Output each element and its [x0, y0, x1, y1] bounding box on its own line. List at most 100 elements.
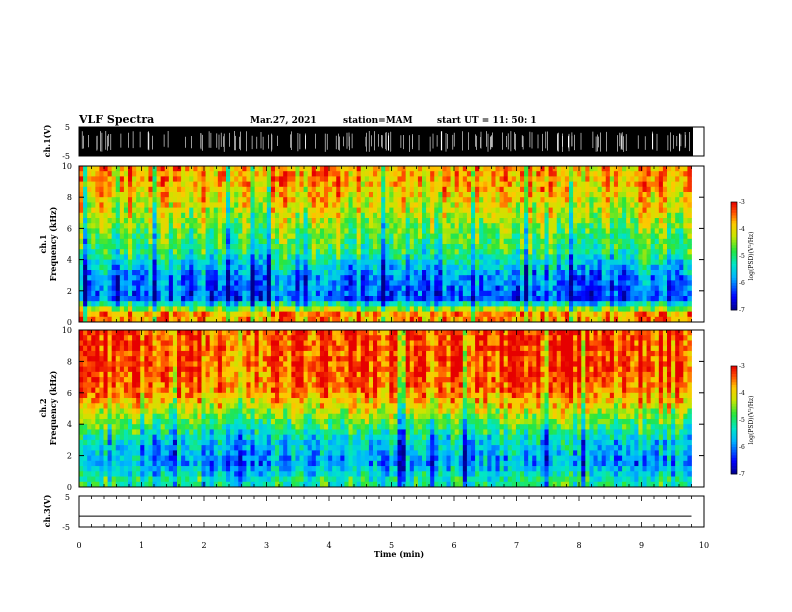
ch1-spectrogram-cell	[107, 301, 113, 307]
ch1-spectrogram-cell	[581, 192, 586, 198]
ch1-spectrogram-cell	[548, 285, 554, 292]
ch1-spectrogram-cell	[503, 171, 509, 177]
ch1-spectrogram-cell	[687, 280, 692, 286]
ch1-spectrogram-cell	[99, 301, 104, 307]
ch1-spectrogram-cell	[319, 280, 325, 286]
ch1-spectrogram-cell	[254, 212, 260, 219]
ch1-spectrogram-cell	[348, 270, 353, 276]
ch1-spectrogram-cell	[683, 316, 688, 323]
ch1-spectrogram-cell	[368, 171, 374, 177]
ch1-spectrogram-cell	[336, 238, 341, 245]
ch1-spectrogram-cell	[417, 301, 423, 307]
ch1-spectrogram-cell	[430, 218, 435, 224]
ch1-spectrogram-cell	[601, 311, 607, 318]
ch1-spectrogram-cell	[340, 296, 345, 302]
ch1-spectrogram-cell	[287, 181, 292, 188]
ch1-spectrogram-cell	[324, 306, 329, 312]
ch1-spectrogram-cell	[115, 270, 121, 276]
ch1-spectrogram-cell	[422, 238, 427, 245]
ch2-spectrogram-cell	[524, 330, 529, 336]
ch1-spectrogram-cell	[356, 218, 362, 224]
ch1-spectrogram-cell	[160, 264, 166, 271]
ch2-spectrogram-cell	[324, 335, 329, 341]
ch1-spectrogram-cell	[319, 311, 325, 318]
ch1-spectrogram-cell	[221, 181, 227, 188]
ch2-spectrogram-cell	[528, 335, 533, 341]
ch1-spectrogram-cell	[368, 192, 374, 198]
ch1-spectrogram-cell	[524, 166, 529, 172]
ch1-spectrogram-cell	[597, 218, 603, 224]
ch1-spectrogram-cell	[299, 233, 304, 240]
ch1-spectrogram-cell	[638, 264, 643, 271]
ch1-spectrogram-cell	[536, 249, 541, 255]
ch1-spectrogram-cell	[638, 249, 643, 255]
ch1-spectrogram-cell	[589, 176, 594, 182]
ch1-spectrogram-cell	[123, 238, 129, 245]
ch1-spectrogram-cell	[658, 166, 664, 172]
ch1-spectrogram-cell	[662, 290, 668, 297]
ch1-spectrogram-cell	[552, 311, 558, 318]
ch1-spectrogram-cell	[352, 192, 358, 198]
ch1-spectrogram-cell	[324, 264, 329, 271]
ch1-spectrogram-cell	[430, 228, 435, 234]
ch1-spectrogram-cell	[605, 202, 611, 208]
ch1-spectrogram-cell	[634, 186, 639, 193]
ch1-spectrogram-cell	[103, 233, 108, 240]
ch1-spectrogram-cell	[348, 316, 353, 323]
ch1-spectrogram-cell	[609, 176, 615, 182]
ch1-spectrogram-cell	[405, 264, 411, 271]
ch1-spectrogram-cell	[193, 233, 198, 240]
ch1-spectrogram-cell	[556, 166, 562, 172]
ch1-spectrogram-cell	[552, 233, 558, 240]
ch1-spectrogram-cell	[254, 254, 260, 260]
ch1-spectrogram-cell	[487, 254, 492, 260]
ch1-spectrogram-cell	[393, 223, 398, 229]
ch1-spectrogram-cell	[466, 171, 472, 177]
ch1-spectrogram-cell	[593, 223, 598, 229]
ch1-spectrogram-cell	[548, 280, 554, 286]
ch1-spectrogram-cell	[128, 259, 133, 266]
ch1-spectrogram-cell	[475, 186, 480, 193]
ch1-spectrogram-cell	[213, 280, 219, 286]
ch1-spectrogram-cell	[279, 238, 284, 245]
ch1-spectrogram-cell	[417, 306, 423, 312]
ch1-spectrogram-cell	[307, 275, 313, 281]
ch1-spectrogram-cell	[381, 212, 386, 219]
ch1-spectrogram-cell	[658, 249, 664, 255]
ch1-spectrogram-cell	[99, 254, 104, 260]
ch1-spectrogram-cell	[556, 233, 562, 240]
ch1-spectrogram-cell	[119, 176, 125, 182]
ch1-spectrogram-cell	[311, 244, 317, 250]
ch2-spectrogram-cell	[511, 330, 517, 336]
ch1-spectrogram-cell	[540, 218, 545, 224]
ch1-spectrogram-cell	[401, 197, 407, 203]
ch1-spectrogram-cell	[111, 176, 117, 182]
ch1-spectrogram-cell	[111, 285, 117, 292]
ch1-spectrogram-cell	[426, 166, 431, 172]
ch1-spectrogram-cell	[385, 316, 390, 323]
ch1-spectrogram-cell	[356, 244, 362, 250]
ch1-spectrogram-cell	[626, 192, 631, 198]
ch1-spectrogram-cell	[528, 275, 533, 281]
ch1-spectrogram-cell	[671, 176, 676, 182]
ch1-spectrogram-cell	[189, 197, 194, 203]
ch1-spectrogram-cell	[552, 181, 558, 188]
ch1-spectrogram-cell	[83, 280, 88, 286]
ch1-spectrogram-cell	[221, 166, 227, 172]
ch1-spectrogram-cell	[658, 280, 664, 286]
ch1-spectrogram-cell	[303, 228, 309, 234]
ch1-spectrogram-cell	[495, 280, 500, 286]
ch1-spectrogram-cell	[430, 207, 435, 214]
ch1-spectrogram-cell	[409, 176, 415, 182]
ch1-spectrogram-cell	[483, 285, 488, 292]
ch1-spectrogram-cell	[405, 296, 411, 302]
ch1-spectrogram-cell	[287, 296, 292, 302]
ch1-spectrogram-cell	[687, 290, 692, 297]
ch1-spectrogram-cell	[193, 306, 198, 312]
ch1-spectrogram-cell	[246, 192, 251, 198]
ch2-spectrogram-cell	[622, 330, 627, 336]
ch1-spectrogram-cell	[95, 197, 100, 203]
ch1-spectrogram-cell	[528, 311, 533, 318]
ch1-spectrogram-cell	[450, 181, 456, 188]
